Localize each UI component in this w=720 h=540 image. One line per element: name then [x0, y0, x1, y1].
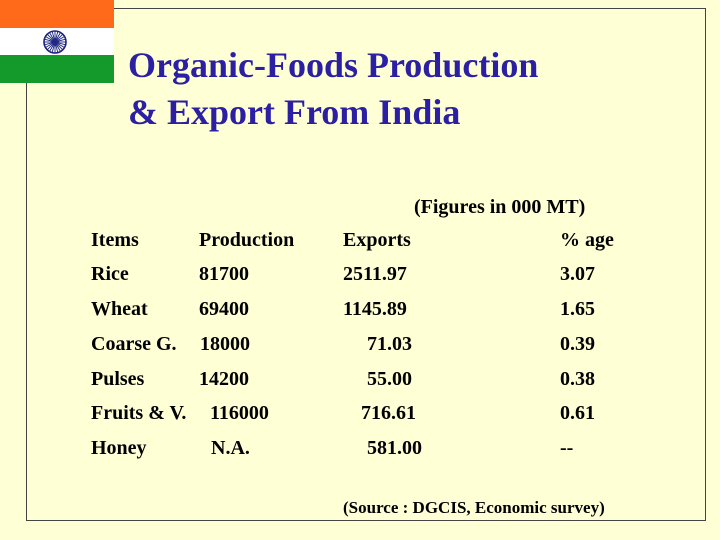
row-production: 81700 — [199, 263, 249, 285]
row-production: 18000 — [200, 333, 250, 355]
row-item: Wheat — [91, 298, 148, 320]
indian-flag-icon — [0, 0, 114, 83]
row-item: Pulses — [91, 368, 145, 390]
row-exports: 55.00 — [367, 368, 412, 390]
row-percent: 0.39 — [560, 333, 595, 355]
row-percent: -- — [560, 437, 574, 459]
slide-border — [26, 8, 706, 521]
flag-green-band — [0, 55, 114, 83]
row-percent: 1.65 — [560, 298, 595, 320]
title-line-2: & Export From India — [128, 92, 461, 132]
row-percent: 0.38 — [560, 368, 595, 390]
row-exports: 71.03 — [367, 333, 412, 355]
row-item: Coarse G. — [91, 333, 177, 355]
ashoka-chakra-icon — [43, 30, 67, 54]
header-exports: Exports — [343, 229, 411, 251]
row-production: 116000 — [210, 402, 269, 424]
row-percent: 0.61 — [560, 402, 595, 424]
source-note: (Source : DGCIS, Economic survey) — [343, 498, 605, 517]
row-item: Honey — [91, 437, 147, 459]
row-exports: 2511.97 — [343, 263, 407, 285]
row-exports: 1145.89 — [343, 298, 407, 320]
units-note: (Figures in 000 MT) — [414, 196, 586, 218]
row-production: 14200 — [199, 368, 249, 390]
row-exports: 716.61 — [361, 402, 416, 424]
slide-title: Organic-Foods Production & Export From I… — [128, 42, 538, 136]
row-percent: 3.07 — [560, 263, 595, 285]
flag-saffron-band — [0, 0, 114, 28]
header-percent: % age — [560, 229, 614, 251]
row-production: 69400 — [199, 298, 249, 320]
header-production: Production — [199, 229, 295, 251]
row-item: Fruits & V. — [91, 402, 187, 424]
title-line-1: Organic-Foods Production — [128, 45, 539, 85]
header-items: Items — [91, 229, 139, 251]
row-production: N.A. — [211, 437, 250, 459]
row-item: Rice — [91, 263, 129, 285]
row-exports: 581.00 — [367, 437, 422, 459]
